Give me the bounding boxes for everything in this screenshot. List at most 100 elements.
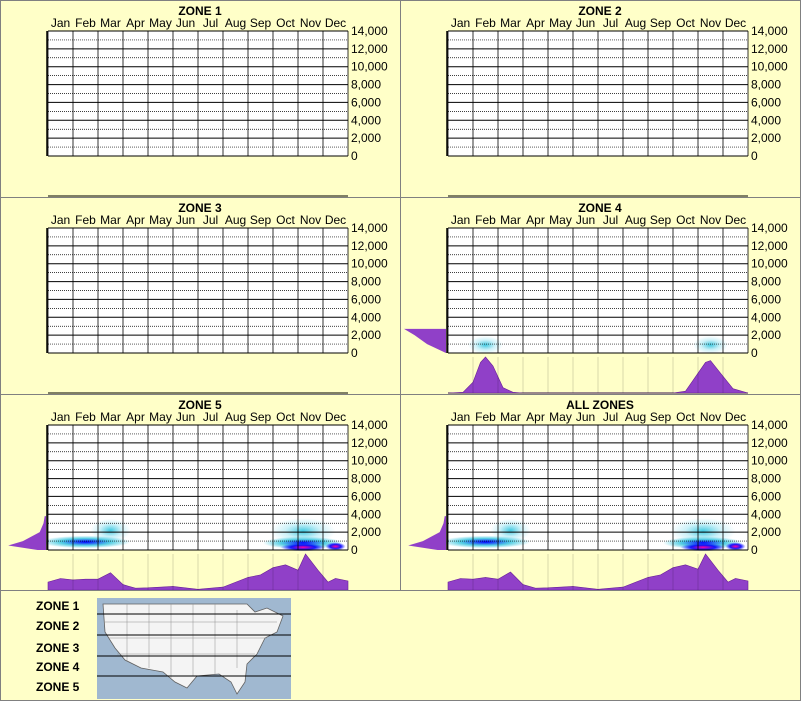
month-tick-label: Jul [203,16,218,30]
y-tick-label: 8,000 [351,275,381,289]
month-tick-label: Dec [325,410,346,424]
month-tick-label: Aug [225,410,246,424]
month-tick-label: Apr [126,410,145,424]
y-tick-label: 6,000 [351,489,381,503]
y-tick-label: 14,000 [351,418,388,432]
month-tick-label: Nov [300,16,321,30]
y-tick-label: 14,000 [351,221,388,235]
month-tick-label: Feb [75,410,96,424]
zone-panel: ALL ZONES Jan Feb Mar Apr May Jun Jul Aug Sep Oct N… [400,394,801,591]
y-tick-label: 2,000 [351,131,381,145]
month-tick-label: Nov [300,410,321,424]
y-tick-label: 0 [751,149,758,163]
zone-panel: ZONE 2 Jan Feb Mar Apr May Jun Jul Aug Sep Oct Nov D… [400,0,801,198]
legend-zone-3: ZONE 3 [36,641,80,655]
y-tick-label: 10,000 [351,60,388,74]
month-tick-label: Feb [475,213,496,227]
y-tick-label: 10,000 [751,257,788,271]
heatmap-cell [280,543,326,552]
month-tick-label: Jun [176,213,195,227]
month-tick-label: Apr [526,213,545,227]
y-tick-label: 6,000 [351,292,381,306]
legend-zone-2: ZONE 2 [36,619,80,633]
month-tick-label: Jan [451,16,470,30]
chart-title: ZONE 3 [178,201,222,215]
y-tick-label: 6,000 [751,95,781,109]
month-tick-label: Sep [650,213,672,227]
month-tick-label: Jan [51,410,70,424]
month-tick-label: Oct [276,410,295,424]
month-tick-label: Feb [75,16,96,30]
y-tick-label: 14,000 [751,24,788,38]
legend-zone-4: ZONE 4 [36,660,80,674]
month-tick-label: Oct [276,16,295,30]
month-tick-label: Dec [725,410,746,424]
y-tick-label: 4,000 [351,113,381,127]
y-tick-label: 8,000 [751,472,781,486]
y-tick-label: 8,000 [751,78,781,92]
chart-svg: ZONE 5 Jan Feb Mar Apr May Jun Jul Aug Sep Oct Nov D… [8,398,388,591]
heatmap-cell [468,336,503,354]
month-tick-label: May [149,410,172,424]
y-tick-label: 10,000 [751,454,788,468]
month-tick-label: Apr [126,213,145,227]
month-tick-label: Mar [500,410,521,424]
month-tick-label: Feb [475,16,496,30]
chart-svg: ZONE 3 Jan Feb Mar Apr May Jun Jul Aug Sep Oct Nov D… [46,201,388,394]
y-tick-label: 2,000 [751,328,781,342]
month-tick-label: Sep [250,16,272,30]
month-tick-label: Nov [700,410,721,424]
month-tick-label: Sep [650,410,672,424]
us-map-icon [97,598,291,699]
month-tick-label: Aug [625,213,646,227]
month-tick-label: Mar [100,213,121,227]
month-tick-label: Jul [203,410,218,424]
month-tick-label: Nov [700,213,721,227]
chart-title: ZONE 4 [578,201,622,215]
elevation-profile-area [404,328,446,353]
y-tick-label: 0 [351,543,358,557]
y-tick-label: 4,000 [751,113,781,127]
month-tick-label: Jun [176,410,195,424]
y-tick-label: 0 [751,346,758,360]
month-tick-label: Sep [650,16,672,30]
month-tick-label: Apr [526,410,545,424]
y-tick-label: 0 [351,149,358,163]
month-tick-label: Oct [676,410,695,424]
y-tick-label: 2,000 [751,131,781,145]
month-tick-label: Nov [300,213,321,227]
month-tick-label: Jul [603,410,618,424]
heatmap-cell [725,542,746,551]
month-tick-label: Jan [51,213,70,227]
month-tick-label: Sep [250,213,272,227]
month-tick-label: May [549,16,572,30]
month-tick-label: Jan [451,410,470,424]
month-tick-label: Mar [500,213,521,227]
month-tick-label: Mar [500,16,521,30]
month-tick-label: Jul [203,213,218,227]
elevation-profile-area [408,516,446,550]
y-tick-label: 12,000 [351,436,388,450]
month-tick-label: Dec [325,213,346,227]
month-tick-label: Mar [100,16,121,30]
zone-panel: ZONE 3 Jan Feb Mar Apr May Jun Jul Aug Sep Oct Nov D… [0,197,401,395]
month-tick-label: Apr [526,16,545,30]
month-tick-label: Apr [126,16,145,30]
y-tick-label: 12,000 [751,42,788,56]
chart-svg: ALL ZONES Jan Feb Mar Apr May Jun Jul Aug Sep Oct N… [408,398,788,591]
y-tick-label: 2,000 [351,328,381,342]
y-tick-label: 2,000 [351,525,381,539]
month-tick-label: Jan [451,213,470,227]
y-tick-label: 10,000 [351,454,388,468]
chart-title: ZONE 5 [178,398,222,412]
month-tick-label: May [549,213,572,227]
chart-svg: ZONE 2 Jan Feb Mar Apr May Jun Jul Aug Sep Oct Nov D… [446,4,788,197]
y-tick-label: 0 [351,346,358,360]
month-tick-label: Feb [475,410,496,424]
y-tick-label: 4,000 [751,310,781,324]
zone-panel: ZONE 1 Jan Feb Mar Apr May Jun Jul Aug Sep Oct Nov D… [0,0,401,198]
month-tick-label: May [549,410,572,424]
y-tick-label: 12,000 [351,239,388,253]
legend-zone-5: ZONE 5 [36,680,80,694]
month-tick-label: Feb [75,213,96,227]
